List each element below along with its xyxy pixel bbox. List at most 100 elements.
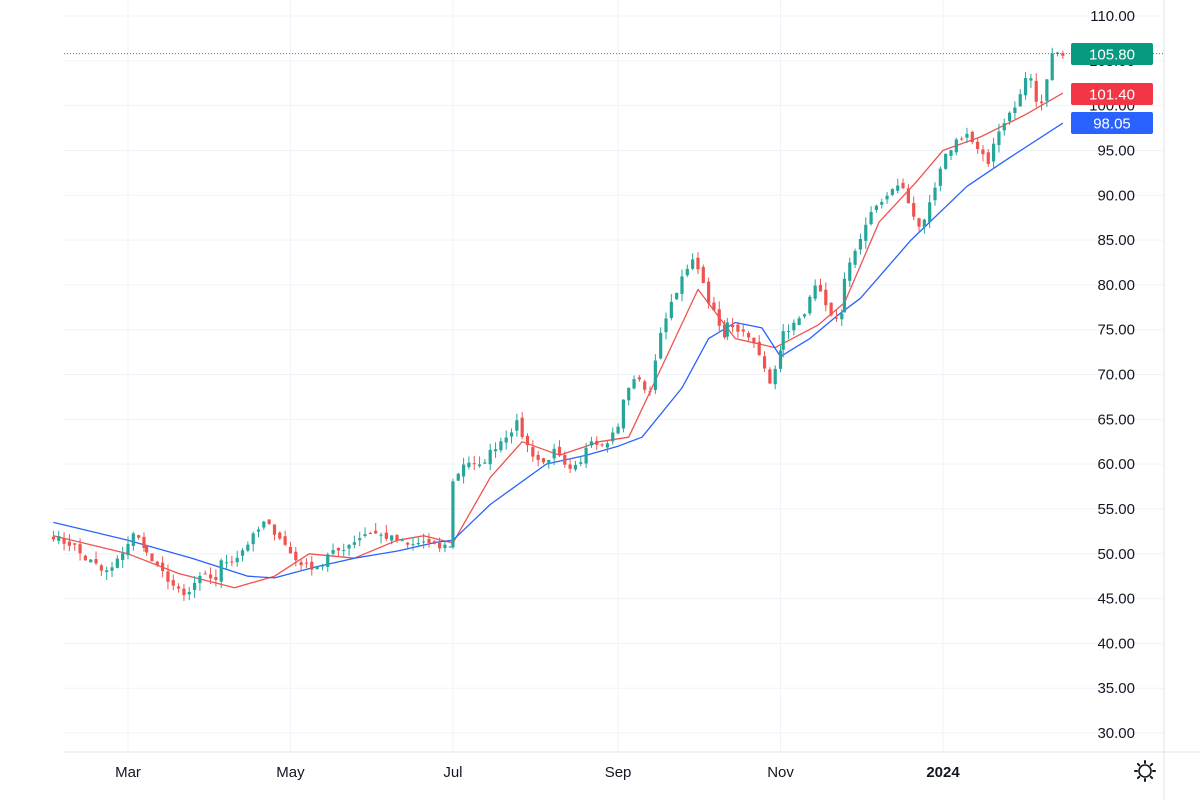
candle [568, 458, 572, 474]
candle [1034, 73, 1038, 108]
candle [182, 584, 186, 601]
candle [472, 455, 476, 470]
candle [411, 537, 415, 551]
candle [653, 354, 657, 394]
candle [246, 541, 250, 553]
candlesticks [51, 47, 1065, 601]
candle [547, 459, 551, 469]
candle [949, 149, 953, 161]
candle [51, 530, 56, 542]
candle [384, 524, 388, 542]
candle [730, 318, 735, 333]
candle [752, 337, 756, 349]
candle [142, 532, 146, 552]
y-tick-label: 85.00 [1097, 232, 1135, 249]
candle [126, 536, 130, 560]
candle [912, 196, 916, 221]
y-tick-label: 70.00 [1097, 367, 1135, 384]
candle [1002, 118, 1006, 136]
candle [379, 532, 383, 544]
candle [757, 335, 761, 356]
candle [829, 302, 833, 317]
candle [432, 539, 436, 545]
candle [208, 567, 213, 585]
y-tick-label: 55.00 [1097, 501, 1135, 518]
candle [57, 530, 61, 545]
candle [155, 560, 159, 567]
candle [928, 194, 932, 229]
candle [954, 137, 958, 156]
candle [808, 295, 812, 316]
candle [960, 136, 964, 141]
candle [853, 248, 857, 269]
candle [669, 294, 673, 321]
candle [177, 583, 181, 593]
candle [83, 554, 87, 561]
candle [67, 534, 72, 552]
candle [137, 534, 141, 540]
candle [62, 532, 66, 551]
x-tick-label: Sep [605, 764, 632, 781]
candle [901, 178, 905, 190]
candle [717, 301, 721, 333]
price-badge: 98.05 [1071, 112, 1153, 134]
time-axis[interactable]: Mar May Jul Sep Nov 2024 [115, 764, 960, 781]
candle [802, 313, 807, 319]
price-badge-label: 98.05 [1093, 116, 1131, 133]
candle [456, 472, 460, 482]
candle [824, 282, 828, 312]
price-badges: 105.80 101.40 98.05 [1071, 43, 1153, 134]
candle [99, 563, 103, 577]
price-badge: 105.80 [1071, 43, 1153, 65]
y-tick-label: 110.00 [1090, 8, 1135, 25]
candle [648, 386, 652, 396]
candle [701, 264, 705, 284]
candle [1007, 111, 1012, 125]
candle [73, 543, 77, 551]
candle [1045, 78, 1049, 107]
candle [818, 278, 823, 292]
y-tick-label: 35.00 [1097, 680, 1135, 697]
grid [64, 0, 1200, 800]
candle [94, 551, 98, 565]
candle [981, 145, 985, 162]
candle [256, 526, 261, 538]
candle [573, 460, 578, 472]
y-tick-label: 65.00 [1097, 411, 1135, 428]
candle [970, 130, 974, 145]
candle [461, 457, 466, 484]
candle [792, 319, 796, 336]
candle [483, 458, 487, 464]
candle [395, 533, 399, 543]
candle [1023, 71, 1028, 100]
candle [299, 559, 303, 571]
candle [488, 443, 492, 471]
candle [531, 440, 535, 462]
candle [595, 436, 599, 450]
candle [938, 166, 942, 192]
price-axis[interactable]: 110.00105.00100.0095.0090.0085.0080.0075… [1089, 8, 1135, 742]
y-tick-label: 75.00 [1097, 322, 1135, 339]
gear-icon[interactable] [1134, 760, 1156, 782]
candle [525, 433, 530, 453]
price-badge-label: 101.40 [1089, 87, 1135, 104]
candle [145, 544, 149, 556]
y-tick-label: 50.00 [1097, 546, 1135, 563]
candle [224, 554, 229, 569]
candle [166, 564, 170, 590]
candle [416, 537, 420, 548]
candle [467, 456, 471, 470]
candle [198, 572, 202, 591]
y-tick-label: 40.00 [1097, 635, 1135, 652]
candle [762, 351, 767, 372]
candle [986, 149, 990, 167]
candle [320, 563, 325, 571]
candle [680, 269, 684, 302]
candle [736, 322, 740, 338]
candle [885, 192, 889, 204]
x-tick-label: Mar [115, 764, 141, 781]
candle [786, 324, 791, 340]
candle [187, 586, 191, 601]
candle [493, 442, 498, 458]
